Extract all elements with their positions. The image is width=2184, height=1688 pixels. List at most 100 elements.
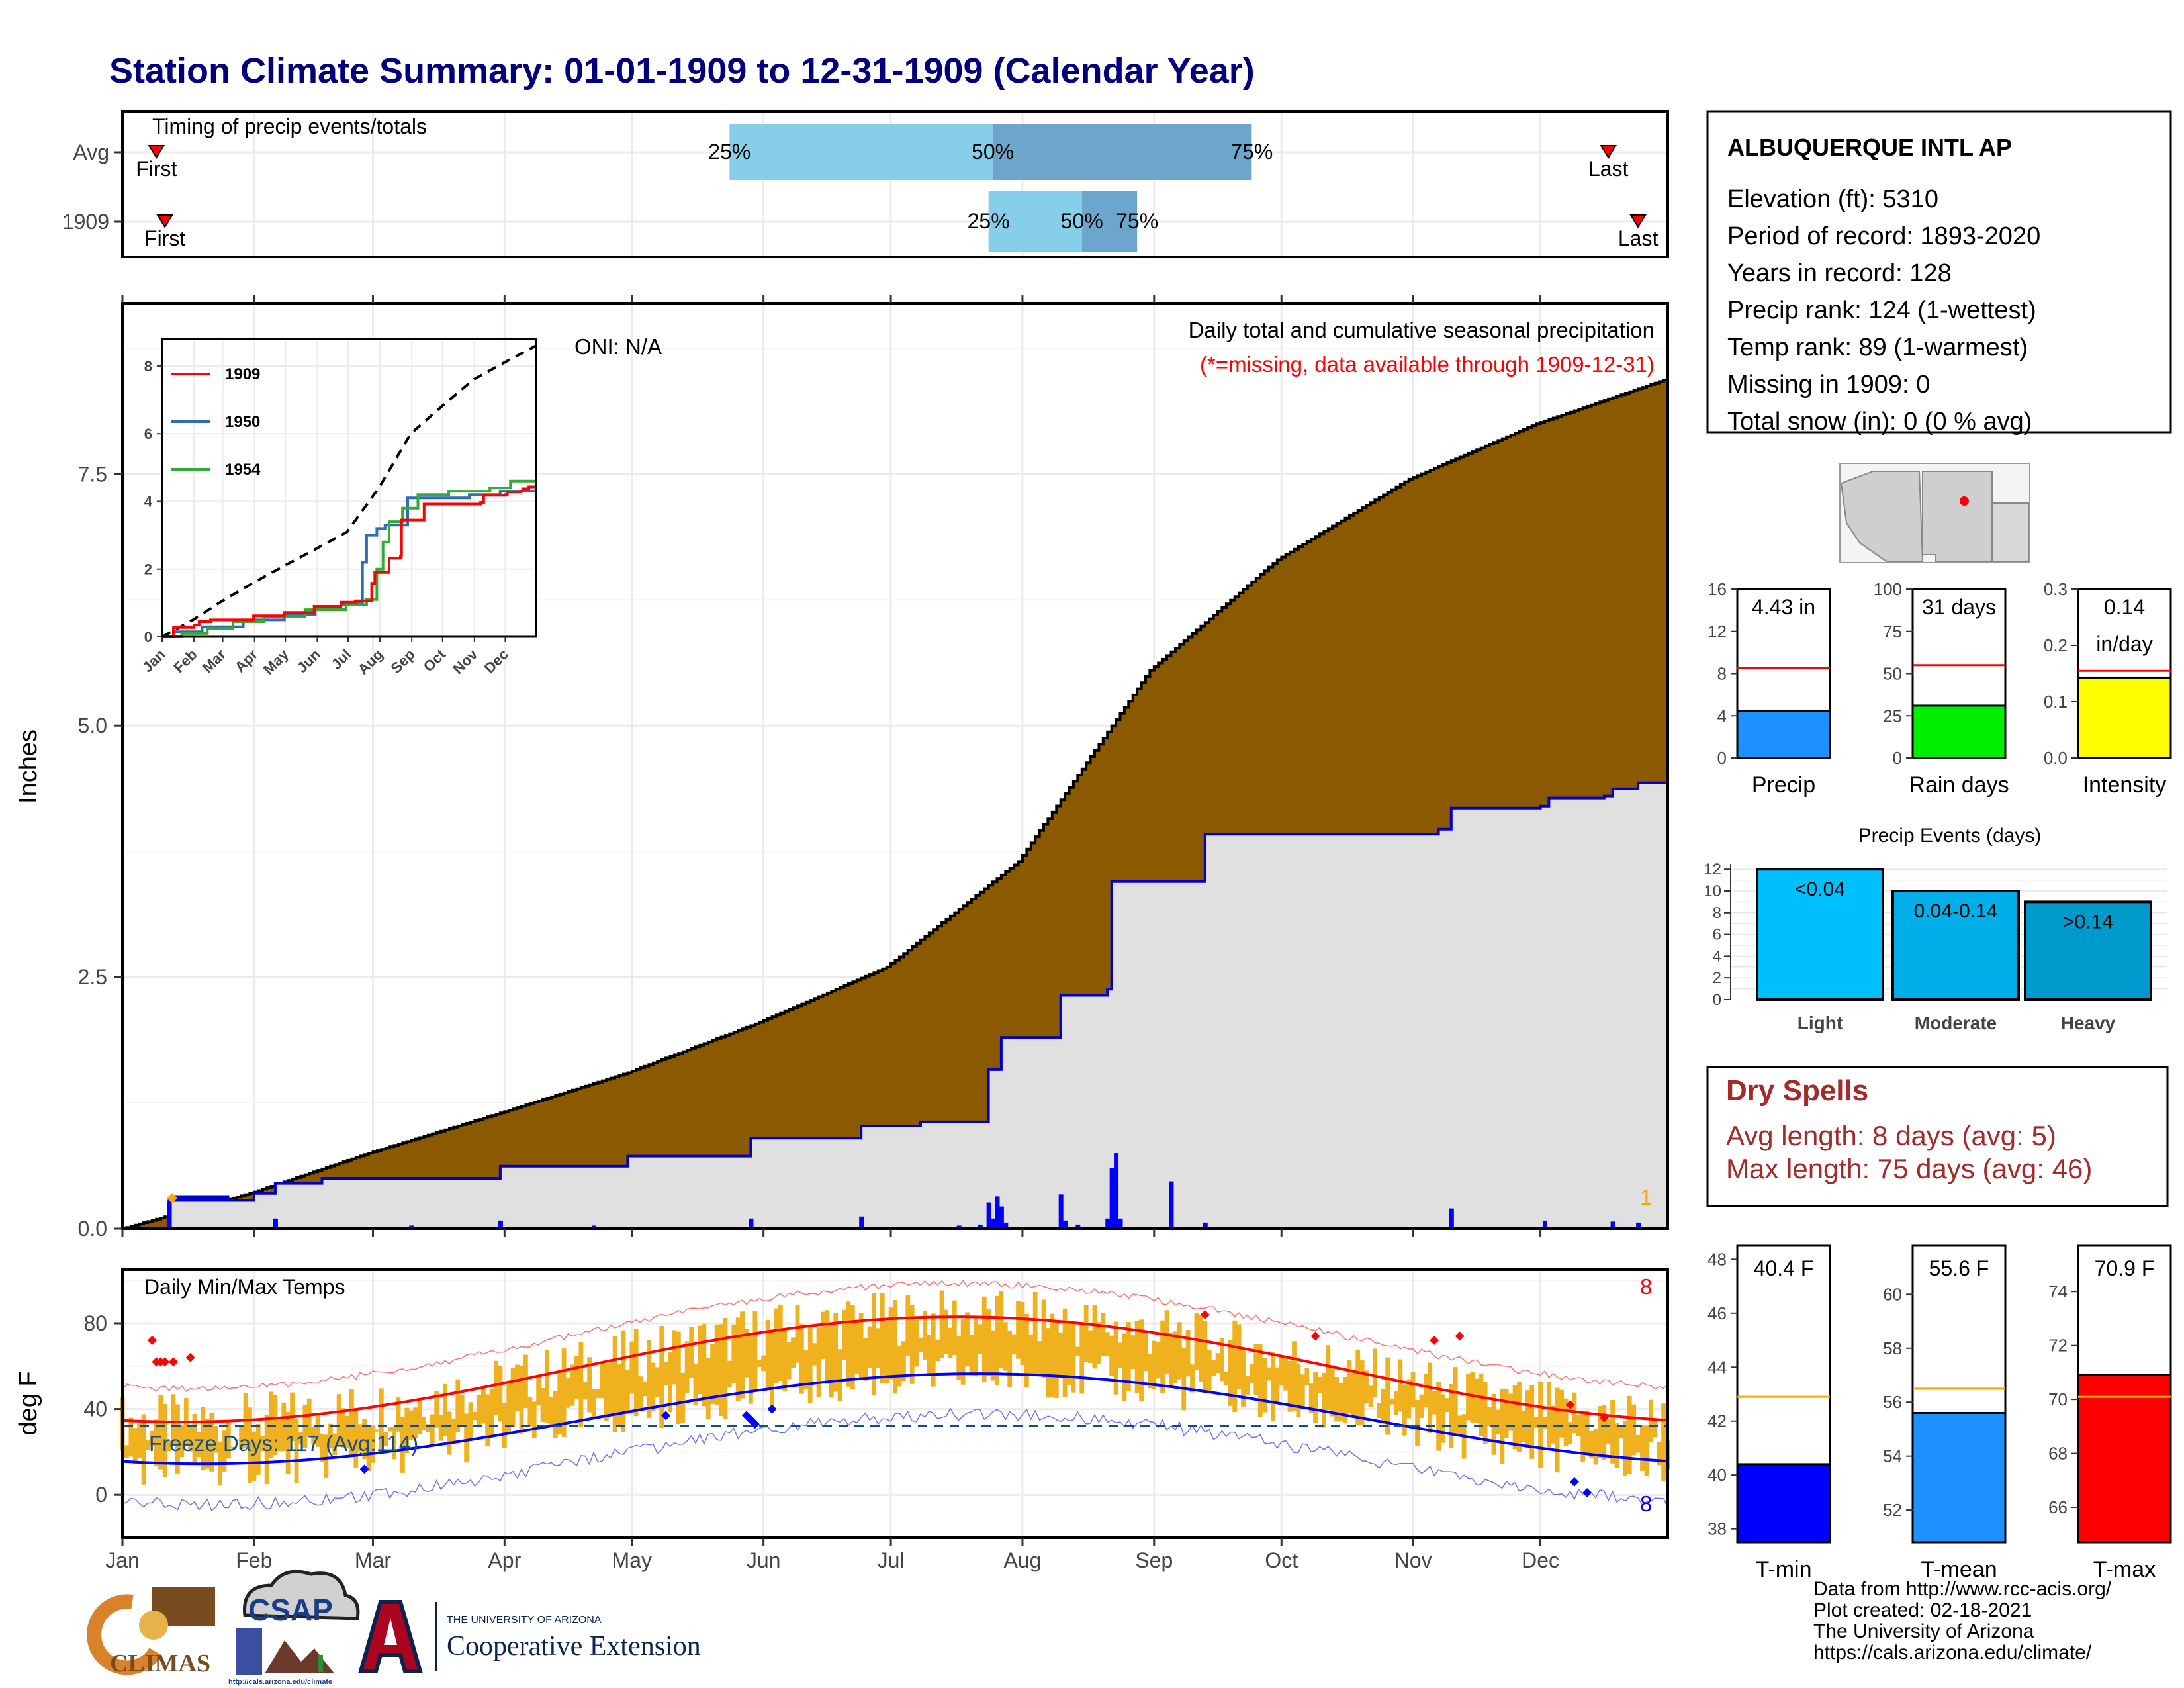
daily-temp-bar <box>782 1327 788 1391</box>
daily-temp-bar <box>672 1330 677 1385</box>
daily-temp-bar <box>1559 1389 1565 1438</box>
summary-bar-label: Precip <box>1752 773 1815 798</box>
daily-precip-bar <box>409 1225 414 1229</box>
daily-temp-bar <box>1640 1425 1645 1471</box>
daily-temp-bar <box>1602 1405 1607 1460</box>
daily-temp-bar <box>269 1391 273 1458</box>
daily-temp-bar <box>651 1362 656 1411</box>
daily-temp-bar <box>596 1389 600 1399</box>
daily-temp-bar <box>1058 1333 1064 1378</box>
daily-temp-bar <box>1372 1348 1377 1398</box>
daily-temp-bar <box>510 1368 516 1427</box>
daily-temp-bar <box>1062 1308 1068 1397</box>
last-label: Last <box>1618 226 1659 250</box>
precip-events-title: Precip Events (days) <box>1858 825 2042 847</box>
temp-y-axis: 0 40 80 <box>83 1311 122 1507</box>
summary-tick-label: 0.1 <box>2044 692 2068 712</box>
record-high-marker <box>1200 1310 1210 1320</box>
timing-panel: Timing of precip events/totals 25% 50% 75%… <box>62 110 1669 258</box>
daily-temp-bar <box>1432 1391 1437 1415</box>
daily-temp-bar <box>774 1308 779 1383</box>
daily-temp-bar <box>1334 1377 1340 1422</box>
daily-temp-bar <box>1606 1419 1611 1444</box>
daily-temp-bar <box>587 1357 592 1413</box>
early-green-area <box>172 1195 230 1199</box>
daily-temp-bar <box>978 1324 983 1354</box>
precip-y-tick-label: 7.5 <box>78 462 107 486</box>
daily-precip-bar <box>1109 1168 1115 1229</box>
inset-frame <box>161 338 537 638</box>
daily-temp-bar <box>1542 1417 1547 1429</box>
daily-temp-bar <box>897 1346 902 1387</box>
daily-temp-bar <box>1271 1352 1275 1421</box>
precip-y-axis: 0.0 2.5 5.0 7.5 <box>78 295 1542 1241</box>
daily-precip-bar <box>1449 1208 1454 1229</box>
record-high-marker <box>1310 1331 1320 1341</box>
inset-1909-line <box>162 485 536 638</box>
daily-temp-bar <box>447 1411 452 1455</box>
station-line: Missing in 1909: 0 <box>1727 371 1930 399</box>
daily-temp-bar <box>795 1304 800 1363</box>
precip-subheader: (*=missing, data available through 1909-… <box>1200 352 1655 377</box>
daily-temp-bar <box>888 1307 893 1380</box>
summary-tick-label: 12 <box>1707 622 1727 641</box>
daily-temp-bar <box>192 1413 197 1463</box>
daily-temp-bar <box>807 1325 813 1403</box>
daily-temp-bar <box>264 1414 269 1485</box>
daily-temp-bar <box>905 1295 911 1356</box>
daily-temp-bar <box>663 1362 668 1385</box>
inset-y-tick-label: 2 <box>144 561 152 578</box>
daily-temp-bar <box>1653 1419 1658 1438</box>
daily-temp-bar <box>417 1399 422 1434</box>
event-label: Light <box>1797 1013 1843 1033</box>
daily-temp-bar <box>1487 1407 1492 1427</box>
daily-temp-bar <box>311 1427 316 1444</box>
record-low-marker <box>1569 1477 1579 1487</box>
daily-temp-bar <box>1300 1374 1305 1408</box>
daily-temp-bar <box>591 1389 596 1419</box>
daily-temp-bar <box>1190 1364 1195 1393</box>
daily-temp-bar <box>1415 1400 1420 1447</box>
temp-y-tick-label: 0 <box>95 1483 107 1507</box>
daily-temp-bar <box>540 1388 545 1423</box>
station-line: Precip rank: 124 (1-wettest) <box>1727 297 2036 324</box>
daily-temp-bar <box>213 1426 218 1453</box>
daily-temp-bar <box>608 1362 614 1417</box>
temp-bar-tick-label: 70 <box>2048 1389 2068 1409</box>
summary-bar-charts: 0 4 8 12 16 4.43 in Precip 0 25 50 75 100 31 days Rai… <box>1707 579 2172 798</box>
daily-temp-bar <box>366 1425 371 1472</box>
summary-tick-label: 25 <box>1883 706 1902 726</box>
daily-temp-bar <box>684 1341 690 1393</box>
daily-temp-bar <box>1364 1370 1369 1404</box>
daily-precip-bar <box>498 1220 503 1229</box>
daily-temp-bar <box>345 1415 350 1448</box>
timing-q25-label: 25% <box>968 209 1010 233</box>
daily-temp-bar <box>1152 1340 1157 1389</box>
daily-temp-bar <box>1283 1357 1289 1391</box>
temp-bar <box>1911 1412 2007 1544</box>
daily-temp-bar <box>1211 1360 1216 1376</box>
daily-temp-bar <box>1470 1372 1475 1423</box>
location-map <box>1839 463 2030 563</box>
daily-temp-bar <box>1635 1434 1641 1453</box>
daily-temp-bar <box>1546 1382 1551 1449</box>
climas-logo-text: CLIMAS <box>110 1650 210 1677</box>
daily-temp-bar <box>1580 1411 1586 1463</box>
first-label: First <box>144 226 185 250</box>
map-state-arizona <box>1840 471 1924 562</box>
daily-temp-bar <box>464 1413 469 1463</box>
daily-precip-bar <box>1105 1218 1111 1229</box>
daily-temp-bar <box>1011 1334 1017 1355</box>
daily-temp-bar <box>451 1418 456 1443</box>
daily-temp-bar <box>1500 1388 1505 1464</box>
daily-temp-bar <box>132 1428 138 1464</box>
daily-temp-bar <box>761 1355 766 1372</box>
daily-temp-bar <box>931 1313 936 1387</box>
precip-panel: 0.0 2.5 5.0 7.5 Inches Daily total and cumu… <box>15 295 1669 1241</box>
daily-temp-bar <box>557 1371 563 1435</box>
daily-temp-bar <box>1101 1313 1106 1356</box>
daily-temp-bar <box>1118 1342 1122 1368</box>
precip-y-tick-label: 0.0 <box>78 1217 107 1241</box>
daily-temp-bar <box>1037 1341 1042 1374</box>
record-low-marker <box>767 1404 777 1414</box>
